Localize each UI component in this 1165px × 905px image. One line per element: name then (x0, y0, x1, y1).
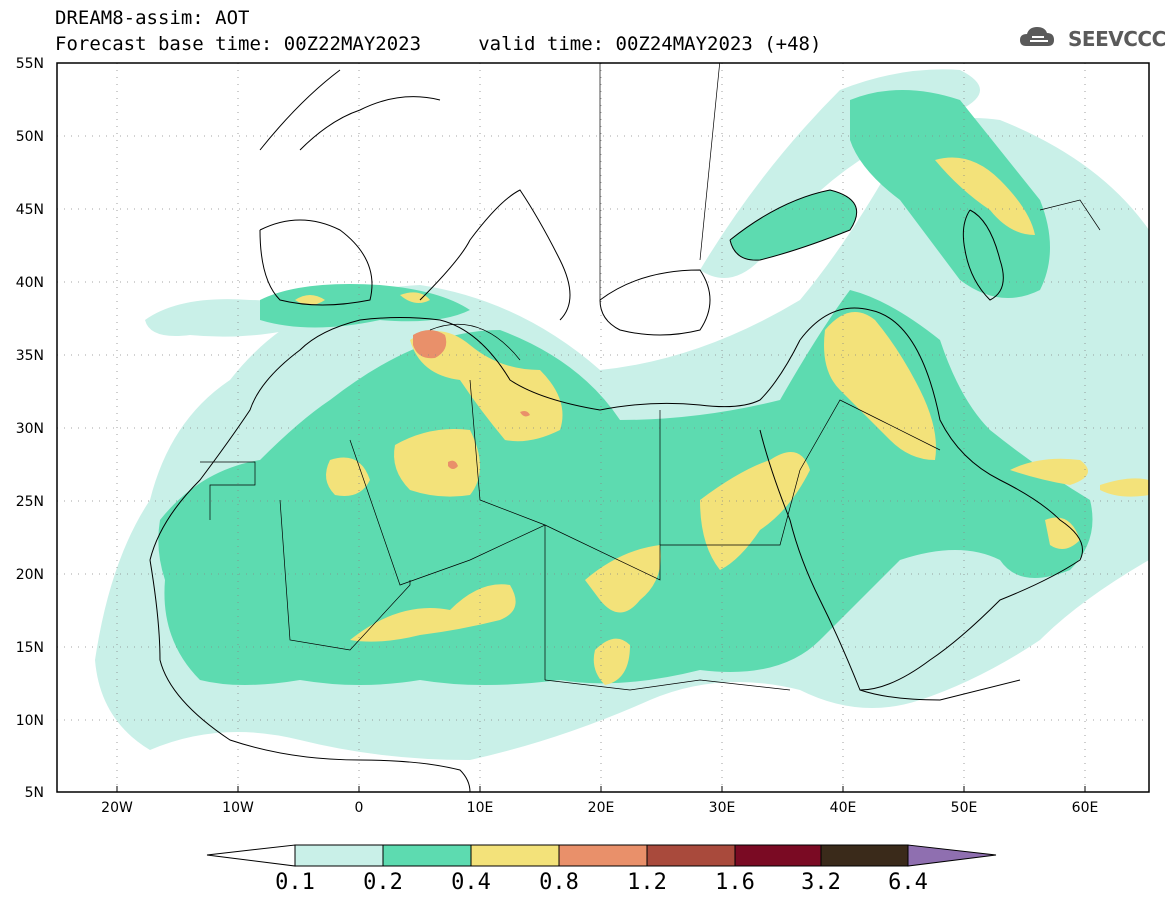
colorbar-label: 3.2 (801, 870, 841, 895)
aot-0.4-algeria (394, 429, 480, 497)
colorbar-under-arrow (206, 844, 296, 867)
colorbar-bin (558, 844, 648, 867)
lon-tick: 20E (588, 800, 615, 816)
lat-tick: 20N (16, 567, 44, 583)
lon-tick: 0 (355, 800, 364, 816)
colorbar-bin (294, 844, 384, 867)
aot-0.2-black-sea (730, 190, 857, 261)
lat-tick: 50N (16, 129, 44, 145)
colorbar-label: 0.1 (275, 870, 315, 895)
lat-tick: 55N (16, 56, 44, 72)
lat-tick: 25N (16, 494, 44, 510)
lon-tick: 50E (951, 800, 978, 816)
colorbar (206, 844, 997, 867)
aot-0.4-chad (585, 545, 661, 613)
aot-0.4-gulf (1010, 458, 1088, 485)
map-title: DREAM8-assim: AOT (55, 7, 250, 29)
forecast-times: Forecast base time: 00Z22MAY2023 valid t… (55, 33, 822, 55)
colorbar-label: 0.2 (363, 870, 403, 895)
lat-tick: 10N (16, 713, 44, 729)
colorbar-label: 6.4 (888, 870, 928, 895)
colorbar-over-arrow (907, 844, 997, 867)
lat-tick: 35N (16, 348, 44, 364)
colorbar-label: 0.8 (539, 870, 579, 895)
aot-0.4-oman (1045, 517, 1080, 549)
aot-0.4-sahel (350, 584, 516, 642)
lon-tick: 60E (1072, 800, 1099, 816)
lat-tick: 40N (16, 275, 44, 291)
aot-0.4-iraq (824, 312, 936, 460)
aot-0.2-caspian (850, 90, 1050, 298)
lon-tick: 10E (467, 800, 494, 816)
lon-tick: 10W (222, 800, 254, 816)
lat-tick: 30N (16, 421, 44, 437)
tick-marks (116, 786, 1086, 792)
lon-tick: 30E (709, 800, 736, 816)
aot-0.8-spot (448, 411, 530, 469)
colorbar-label: 0.4 (451, 870, 491, 895)
aot-0.4-med-spots (295, 292, 430, 305)
colorbar-label: 1.2 (627, 870, 667, 895)
lon-tick: 40E (830, 800, 857, 816)
lon-tick: 20W (101, 800, 133, 816)
aot-0.4-caspian (935, 157, 1035, 235)
aot-fields (95, 69, 1149, 760)
aot-0.4-arabian-coast (1100, 478, 1149, 497)
longitude-labels: 20W 10W 0 10E 20E 30E 40E 50E 60E (101, 800, 1098, 816)
aot-0.1-west (145, 299, 292, 337)
colorbar-bin (820, 844, 909, 867)
lat-tick: 5N (25, 785, 44, 801)
coastlines (149, 69, 1083, 792)
colorbar-bin (470, 844, 560, 867)
colorbar-bin (382, 844, 472, 867)
latitude-labels: 55N 50N 45N 40N 35N 30N 25N 20N 15N 10N … (16, 56, 44, 801)
country-borders (200, 63, 1101, 691)
lat-tick: 15N (16, 640, 44, 656)
lat-tick: 45N (16, 202, 44, 218)
colorbar-bin (646, 844, 736, 867)
colorbar-bin (734, 844, 822, 867)
logo-text: SEEVCCC (1068, 27, 1165, 51)
cloud-icon (1020, 27, 1054, 46)
aot-0.4-sudan (593, 638, 630, 685)
colorbar-label: 1.6 (715, 870, 755, 895)
aot-0.8-tunisia (413, 330, 447, 359)
aot-0.4-egypt (700, 452, 810, 570)
map-frame (56, 62, 1150, 793)
